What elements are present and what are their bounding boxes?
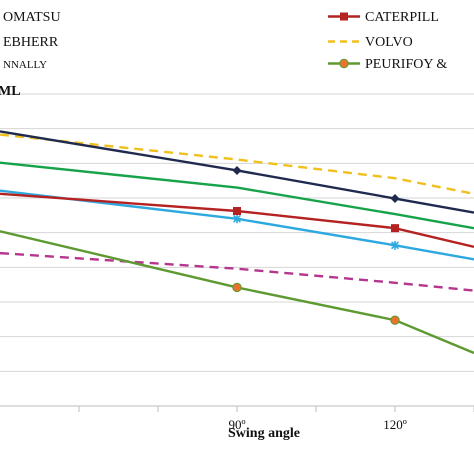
- series-line: [0, 189, 474, 261]
- legend-item: VOLVO: [328, 35, 413, 50]
- legend: OMATSU EBHERR NNALLY CATERPILL VOLVO PEURIFOY…: [3, 10, 447, 72]
- series-ebherr: [0, 161, 474, 230]
- series-unlabeled: [0, 189, 474, 261]
- series-line: [0, 161, 474, 230]
- data-point: [340, 12, 348, 21]
- legend-label: CATERPILL: [365, 10, 439, 25]
- series-peurifoy: [0, 230, 474, 355]
- data-point: [390, 194, 400, 204]
- series-line: [0, 192, 474, 249]
- legend-label: VOLVO: [365, 35, 413, 50]
- gridlines: [0, 93, 474, 407]
- x-tick-label: 120º: [383, 417, 407, 432]
- data-point: [232, 165, 242, 175]
- y-axis-label-fragment: ML: [0, 84, 21, 99]
- data-point: [390, 240, 400, 250]
- data-point: [233, 207, 241, 215]
- legend-label: NNALLY: [3, 59, 47, 71]
- data-point: [232, 282, 242, 293]
- x-axis-title: Swing angle: [228, 426, 300, 441]
- series-line: [0, 133, 474, 196]
- data-point: [339, 58, 349, 69]
- series-line: [0, 130, 474, 214]
- legend-item: NNALLY: [3, 59, 47, 71]
- series-omatsu: [0, 130, 474, 214]
- legend-item: EBHERR: [3, 35, 59, 50]
- legend-label: OMATSU: [3, 10, 61, 25]
- legend-label: EBHERR: [3, 35, 59, 50]
- series-nnally: [0, 251, 474, 292]
- data-point: [232, 214, 242, 224]
- data-point: [390, 315, 400, 325]
- legend-item: PEURIFOY &: [328, 57, 447, 72]
- axes: 90º 120º: [0, 405, 474, 432]
- legend-label: PEURIFOY &: [365, 57, 447, 72]
- series-line: [0, 230, 474, 355]
- plot-area: [0, 130, 474, 355]
- data-point: [391, 224, 399, 233]
- series-line: [0, 251, 474, 292]
- x-tick-label: 90º: [228, 417, 245, 432]
- legend-item: OMATSU: [3, 10, 61, 25]
- series-volvo: [0, 133, 474, 196]
- legend-item: CATERPILL: [328, 10, 439, 25]
- series-caterpill: [0, 192, 474, 249]
